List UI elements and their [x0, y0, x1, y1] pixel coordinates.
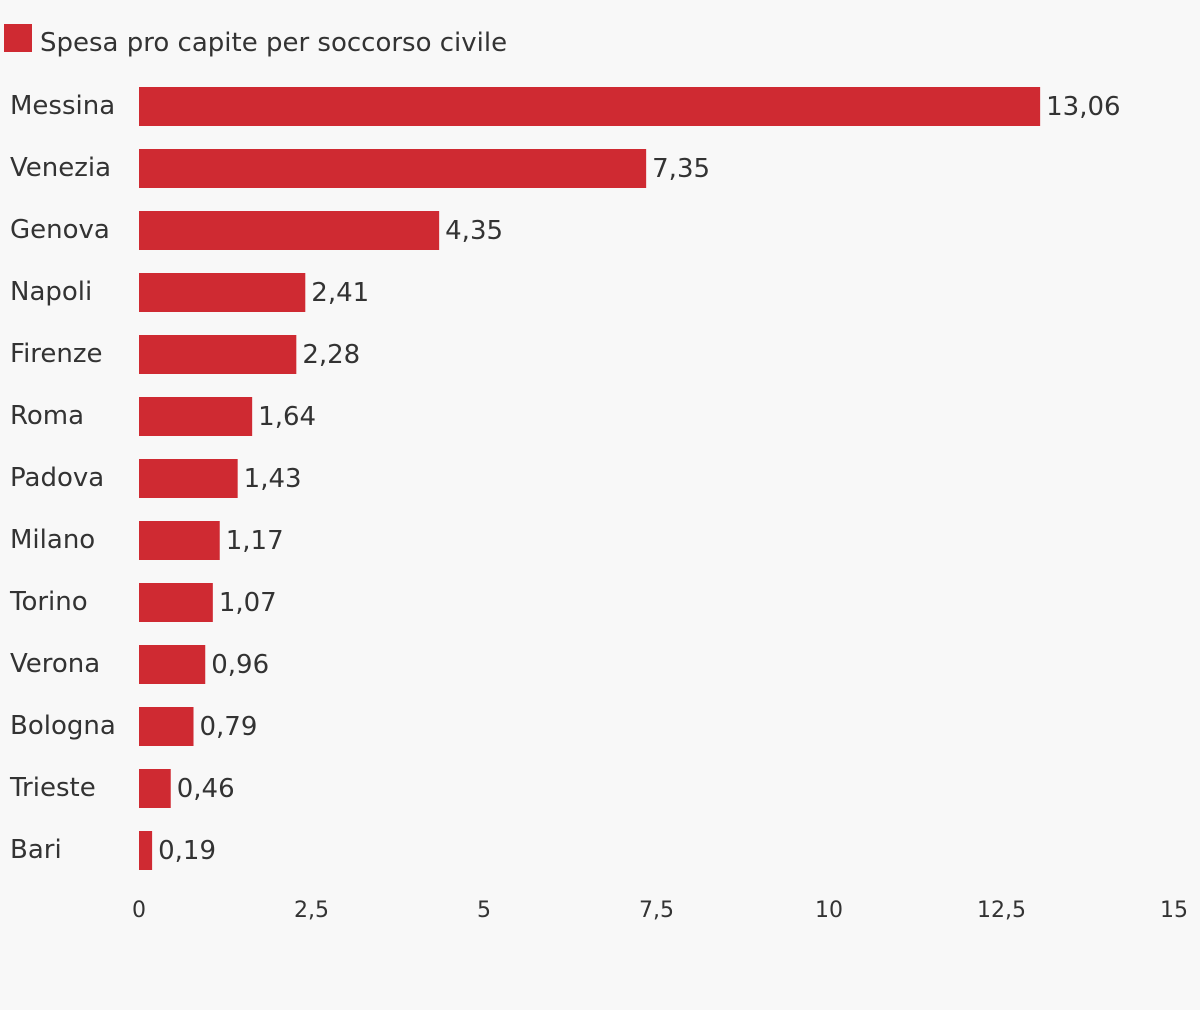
bar [139, 831, 153, 870]
value-label: 1,43 [244, 464, 302, 494]
bar [139, 335, 297, 374]
category-label: Trieste [9, 773, 96, 803]
value-label: 1,64 [258, 402, 316, 432]
bar [139, 273, 306, 312]
value-label: 1,07 [219, 588, 277, 618]
x-tick-label: 2,5 [294, 898, 329, 923]
legend-swatch [4, 24, 32, 52]
value-label: 13,06 [1046, 92, 1120, 122]
category-label: Verona [10, 649, 100, 679]
category-label: Torino [9, 587, 88, 617]
legend-label: Spesa pro capite per soccorso civile [40, 28, 507, 58]
x-tick-label: 15 [1160, 898, 1188, 923]
category-label: Venezia [10, 153, 111, 183]
value-label: 0,79 [200, 712, 258, 742]
category-label: Padova [10, 463, 104, 493]
bar [139, 459, 238, 498]
bar [139, 149, 647, 188]
bar [139, 769, 171, 808]
x-axis: 0 2,5 5 7,5 10 12,5 15 [132, 898, 1188, 923]
bar [139, 87, 1041, 126]
value-label: 4,35 [445, 216, 503, 246]
category-label: Genova [10, 215, 110, 245]
value-label: 1,17 [226, 526, 284, 556]
category-label: Napoli [10, 277, 92, 307]
category-label: Messina [10, 91, 115, 121]
category-label: Firenze [10, 339, 103, 369]
x-tick-label: 12,5 [977, 898, 1026, 923]
value-label: 0,96 [211, 650, 269, 680]
category-label: Bologna [10, 711, 116, 741]
bars-group [139, 87, 1041, 870]
x-tick-label: 7,5 [639, 898, 674, 923]
bar [139, 397, 253, 436]
value-label: 2,41 [311, 278, 369, 308]
value-label: 2,28 [302, 340, 360, 370]
category-label: Roma [10, 401, 84, 431]
bar [139, 645, 206, 684]
bar [139, 707, 194, 746]
x-tick-label: 5 [477, 898, 491, 923]
category-label: Bari [10, 835, 62, 865]
bar [139, 583, 213, 622]
value-label: 0,46 [177, 774, 235, 804]
category-labels: Messina Venezia Genova Napoli Firenze Roma Pad… [9, 91, 116, 865]
value-label: 0,19 [158, 836, 216, 866]
bar [139, 211, 440, 250]
value-label: 7,35 [652, 154, 710, 184]
category-label: Milano [10, 525, 95, 555]
value-labels: 13,06 7,35 4,35 2,41 2,28 1,64 1,43 1,17 1,07 0,9… [158, 92, 1120, 866]
x-tick-label: 0 [132, 898, 146, 923]
x-tick-label: 10 [815, 898, 843, 923]
legend: Spesa pro capite per soccorso civile [4, 24, 507, 58]
bar [139, 521, 220, 560]
